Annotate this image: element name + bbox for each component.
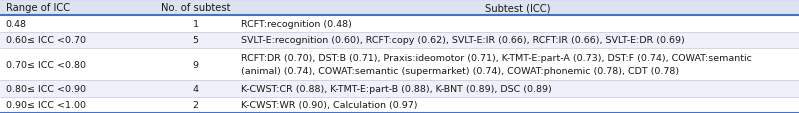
Text: RCFT:DR (0.70), DST:B (0.71), Praxis:ideomotor (0.71), K-TMT-E:part-A (0.73), DS: RCFT:DR (0.70), DST:B (0.71), Praxis:ide… [241, 54, 752, 63]
Text: 0.80≤ ICC <0.90: 0.80≤ ICC <0.90 [6, 84, 85, 93]
Text: 4: 4 [193, 84, 199, 93]
Text: 5: 5 [193, 36, 199, 45]
Text: 0.70≤ ICC <0.80: 0.70≤ ICC <0.80 [6, 60, 85, 69]
Bar [0, 48, 799, 81]
Bar [0, 81, 799, 97]
Text: 0.90≤ ICC <1.00: 0.90≤ ICC <1.00 [6, 100, 85, 109]
Text: 1: 1 [193, 20, 199, 29]
Text: 2: 2 [193, 100, 199, 109]
Bar [0, 97, 799, 113]
Text: 0.48: 0.48 [6, 20, 26, 29]
Text: Range of ICC: Range of ICC [6, 3, 70, 13]
Bar [0, 16, 799, 32]
Text: SVLT-E:recognition (0.60), RCFT:copy (0.62), SVLT-E:IR (0.66), RCFT:IR (0.66), S: SVLT-E:recognition (0.60), RCFT:copy (0.… [241, 36, 685, 45]
Text: (animal) (0.74), COWAT:semantic (supermarket) (0.74), COWAT:phonemic (0.78), CDT: (animal) (0.74), COWAT:semantic (superma… [241, 66, 679, 75]
Text: Subtest (ICC): Subtest (ICC) [485, 3, 551, 13]
Text: RCFT:recognition (0.48): RCFT:recognition (0.48) [241, 20, 352, 29]
Text: K-CWST:WR (0.90), Calculation (0.97): K-CWST:WR (0.90), Calculation (0.97) [241, 100, 418, 109]
Text: K-CWST:CR (0.88), K-TMT-E:part-B (0.88), K-BNT (0.89), DSC (0.89): K-CWST:CR (0.88), K-TMT-E:part-B (0.88),… [241, 84, 552, 93]
Bar [0, 0, 799, 16]
Text: 9: 9 [193, 60, 199, 69]
Text: 0.60≤ ICC <0.70: 0.60≤ ICC <0.70 [6, 36, 85, 45]
Bar [0, 32, 799, 48]
Text: No. of subtest: No. of subtest [161, 3, 230, 13]
